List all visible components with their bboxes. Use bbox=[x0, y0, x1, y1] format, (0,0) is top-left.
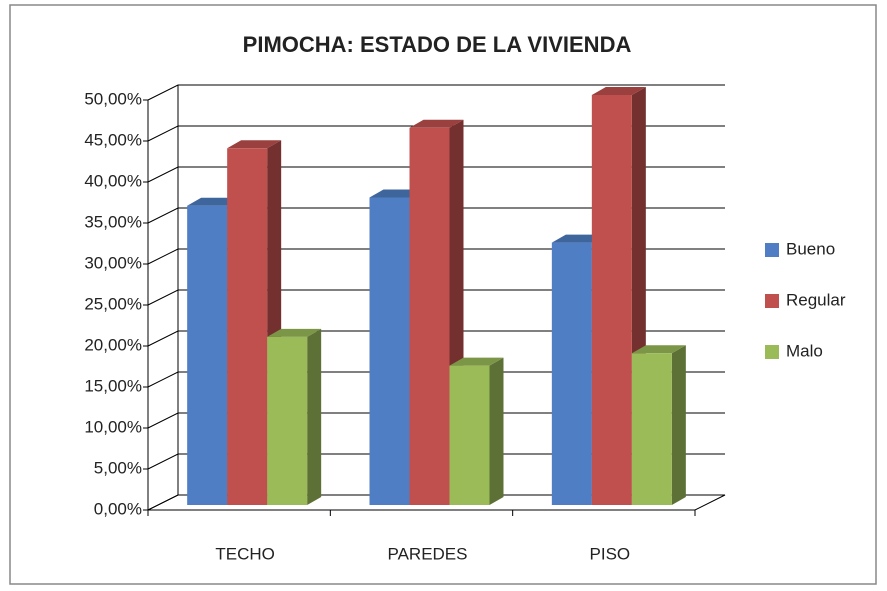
x-tick-label: PAREDES bbox=[388, 544, 468, 563]
bar-top bbox=[591, 87, 646, 95]
grid-line bbox=[147, 289, 725, 306]
bar-side bbox=[307, 328, 322, 505]
grid-line bbox=[147, 166, 725, 183]
grid-line bbox=[147, 453, 725, 470]
grid-line bbox=[147, 84, 725, 101]
grid-line bbox=[147, 330, 725, 347]
y-tick-label: 30,00% bbox=[84, 253, 142, 272]
bar-top bbox=[409, 119, 464, 128]
bar bbox=[591, 87, 646, 505]
grid-line bbox=[147, 412, 725, 429]
bar-top bbox=[449, 357, 504, 366]
legend-swatch bbox=[765, 243, 779, 257]
grid-line bbox=[147, 248, 725, 265]
y-tick-label: 10,00% bbox=[84, 417, 142, 436]
x-tick-label: TECHO bbox=[215, 544, 275, 563]
bar bbox=[409, 127, 450, 506]
legend-swatch bbox=[765, 345, 779, 359]
y-tick-label: 40,00% bbox=[84, 171, 142, 190]
grid-line bbox=[147, 371, 725, 388]
legend-swatch bbox=[765, 294, 779, 308]
y-tick-label: 45,00% bbox=[84, 130, 142, 149]
bar bbox=[267, 328, 322, 505]
legend-label: Malo bbox=[786, 341, 823, 360]
y-tick-label: 35,00% bbox=[84, 212, 142, 231]
legend-label: Bueno bbox=[786, 239, 835, 258]
y-tick-label: 5,00% bbox=[94, 458, 142, 477]
bar bbox=[551, 242, 592, 505]
bar bbox=[227, 148, 268, 506]
bar-top bbox=[631, 345, 686, 354]
bar bbox=[369, 197, 410, 505]
legend-label: Regular bbox=[786, 290, 846, 309]
bar-side bbox=[489, 357, 504, 505]
y-tick-label: 50,00% bbox=[84, 89, 142, 108]
bar bbox=[631, 345, 686, 505]
y-tick-label: 25,00% bbox=[84, 294, 142, 313]
bar bbox=[267, 336, 308, 505]
grid-line bbox=[147, 494, 725, 511]
bar bbox=[449, 365, 490, 505]
bar bbox=[449, 357, 504, 505]
bar bbox=[631, 353, 672, 505]
grid-line bbox=[147, 125, 725, 142]
bar bbox=[187, 205, 228, 505]
y-tick-label: 0,00% bbox=[94, 499, 142, 518]
y-tick-label: 20,00% bbox=[84, 335, 142, 354]
bar-top bbox=[227, 140, 282, 149]
bar bbox=[591, 95, 632, 505]
grid-line bbox=[147, 207, 725, 224]
y-tick-label: 15,00% bbox=[84, 376, 142, 395]
bar-side bbox=[671, 345, 686, 505]
x-tick-label: PISO bbox=[590, 544, 631, 563]
chart-title: PIMOCHA: ESTADO DE LA VIVIENDA bbox=[243, 32, 632, 57]
bar-top bbox=[267, 328, 322, 337]
